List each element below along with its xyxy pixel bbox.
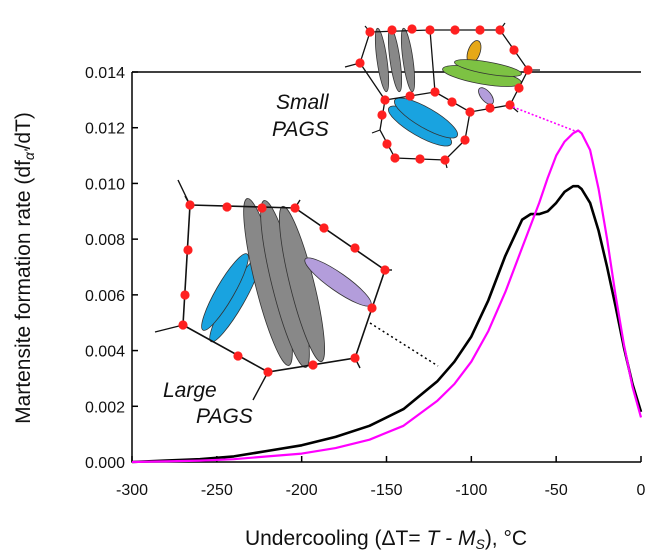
boundary-dot xyxy=(185,200,195,210)
grain-boundary xyxy=(154,324,184,333)
grain-boundary xyxy=(177,179,191,206)
y-tick-label: 0.008 xyxy=(85,232,125,249)
boundary-dot xyxy=(367,303,377,313)
x-axis-title: Undercooling (ΔT= T - MS), °C xyxy=(245,527,527,552)
plot-area: 0.000 0.002 0.004 0.006 0.008 0.010 0.012 0.014… xyxy=(12,22,646,552)
boundary-dot xyxy=(350,353,360,363)
x-tick-label: -50 xyxy=(545,482,568,499)
annotation-line: PAGS xyxy=(196,405,253,428)
series-line-large-pags xyxy=(131,184,643,464)
grain-purple xyxy=(478,87,494,105)
grain-gray xyxy=(279,205,325,363)
x-axis-title-part: - M xyxy=(439,527,476,550)
x-axis-title-part: S xyxy=(475,536,485,552)
boundary-dot xyxy=(405,91,415,101)
y-tick-label: 0.004 xyxy=(85,344,125,361)
boundary-dot xyxy=(263,367,273,377)
inset-large-pags: Large PAGS xyxy=(154,179,439,428)
boundary-dot xyxy=(509,45,519,55)
grain-gray xyxy=(374,27,390,93)
boundary-dot xyxy=(365,27,375,37)
grain-boundary xyxy=(252,371,269,401)
annotation-small-pags: Small PAGS xyxy=(272,91,330,141)
x-tick-label: 0 xyxy=(637,482,646,499)
boundary-dot xyxy=(178,320,188,330)
boundary-dot xyxy=(222,202,232,212)
boundary-dot xyxy=(495,25,505,35)
grain-boundary xyxy=(371,129,381,134)
y-axis-title-part: /dT xyxy=(12,119,35,150)
x-tick-label: -200 xyxy=(286,482,318,499)
y-tick-label: 0.000 xyxy=(85,455,125,472)
annotation-large-pags: Large PAGS xyxy=(163,379,253,428)
y-axis-title-part: α' xyxy=(21,148,37,160)
boundary-dot xyxy=(407,24,417,34)
leader-line-large xyxy=(369,322,439,367)
grain-blue xyxy=(201,253,249,331)
boundary-dot xyxy=(183,245,193,255)
x-axis-title-part: ), °C xyxy=(485,527,527,550)
boundary-dot xyxy=(308,360,318,370)
boundary-dot xyxy=(465,107,475,117)
boundary-dot xyxy=(514,83,524,93)
boundary-dot xyxy=(450,25,460,35)
boundary-dot xyxy=(290,203,300,213)
boundary-dot xyxy=(257,203,267,213)
series-line-small-pags xyxy=(131,129,643,464)
y-tick-label: 0.006 xyxy=(85,288,125,305)
boundary-dot xyxy=(377,110,387,120)
annotation-line: Small xyxy=(276,91,330,114)
boundary-dot xyxy=(523,65,533,75)
annotation-line: PAGS xyxy=(272,118,329,141)
boundary-dot xyxy=(485,103,495,113)
y-tick-label: 0.012 xyxy=(85,121,125,138)
boundary-dot xyxy=(430,87,440,97)
boundary-dot xyxy=(447,97,457,107)
boundary-dot xyxy=(505,100,515,110)
boundary-dot xyxy=(380,95,390,105)
leader-line-small xyxy=(512,106,576,132)
boundary-dot xyxy=(415,154,425,164)
annotation-line: Large xyxy=(163,379,217,402)
boundary-dot xyxy=(390,153,400,163)
boundary-dot xyxy=(180,290,190,300)
x-tick-label: -300 xyxy=(116,482,148,499)
y-axis-title: Martensite formation rate (dfα'/dT) xyxy=(12,112,37,424)
boundary-dot xyxy=(233,351,243,361)
x-axis-title-part: Undercooling (ΔT= xyxy=(245,527,427,550)
boundary-dot xyxy=(475,25,485,35)
boundary-dot xyxy=(380,265,390,275)
y-axis-title-part: ) xyxy=(12,112,35,119)
x-axis-title-part: T xyxy=(426,527,441,550)
y-tick-label: 0.002 xyxy=(85,399,125,416)
x-tick-label: -250 xyxy=(201,482,233,499)
boundary-dot xyxy=(387,25,397,35)
y-tick-label: 0.014 xyxy=(85,65,125,82)
boundary-dot xyxy=(319,223,329,233)
x-tick-label: -100 xyxy=(455,482,487,499)
y-tick-label: 0.010 xyxy=(85,176,125,193)
boundary-dot xyxy=(460,135,470,145)
boundary-dot xyxy=(350,243,360,253)
boundary-dot xyxy=(440,155,450,165)
grain-green xyxy=(454,59,522,77)
boundary-dot xyxy=(382,139,392,149)
grain-gray xyxy=(400,27,416,93)
boundary-dot xyxy=(425,25,435,35)
boundary-dot xyxy=(355,58,365,68)
x-tick-label: -150 xyxy=(370,482,402,499)
inset-small-pags: Small PAGS xyxy=(272,22,576,169)
y-axis-title-part: Martensite formation rate (df xyxy=(12,160,35,424)
grain-blue xyxy=(394,97,458,139)
